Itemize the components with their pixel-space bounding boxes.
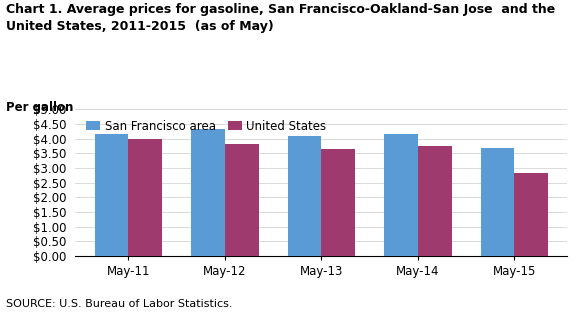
Bar <box>321 149 355 256</box>
Text: SOURCE: U.S. Bureau of Labor Statistics.: SOURCE: U.S. Bureau of Labor Statistics. <box>6 299 232 309</box>
Text: Chart 1. Average prices for gasoline, San Francisco-Oakland-San Jose  and the
Un: Chart 1. Average prices for gasoline, Sa… <box>6 3 555 33</box>
Bar <box>418 146 452 256</box>
Bar <box>384 134 418 256</box>
Legend: San Francisco area, United States: San Francisco area, United States <box>81 115 331 138</box>
Bar <box>94 134 129 256</box>
Bar <box>288 136 321 256</box>
Bar <box>191 129 225 256</box>
Bar <box>514 173 548 256</box>
Bar <box>225 144 259 256</box>
Bar <box>481 148 514 256</box>
Bar <box>129 139 162 256</box>
Text: Per gallon: Per gallon <box>6 101 73 115</box>
